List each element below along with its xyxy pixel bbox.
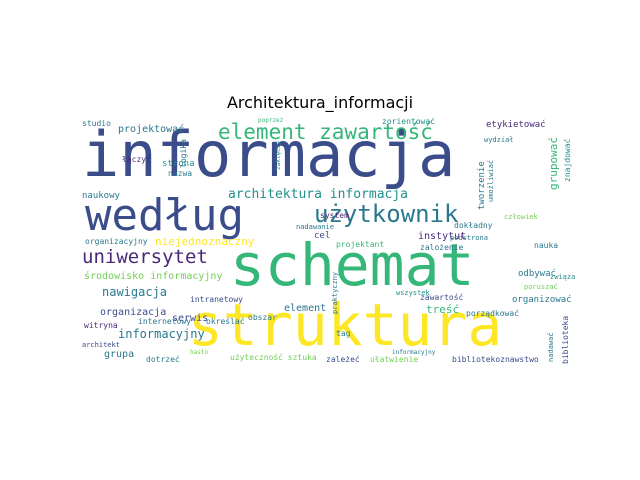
cloud-word: nadawać <box>547 332 555 362</box>
cloud-word: uniwersytet <box>82 246 208 268</box>
cloud-word: nawigacja <box>102 285 168 299</box>
cloud-word: informacyjny <box>392 349 436 356</box>
cloud-word: tag <box>336 329 351 338</box>
cloud-word: użyteczność sztuka <box>230 353 317 362</box>
cloud-word: podstrona <box>450 234 488 242</box>
cloud-word: dokładny <box>454 221 493 230</box>
cloud-word: zależeć <box>326 355 360 364</box>
cloud-word: tworzenie <box>477 161 487 210</box>
cloud-word: człowiek <box>504 213 538 221</box>
cloud-word: internetowy <box>138 317 191 326</box>
cloud-word: witryna <box>84 321 118 330</box>
cloud-word: zorientować <box>382 118 435 126</box>
cloud-word: określać <box>206 317 245 326</box>
cloud-word: strona <box>162 159 195 169</box>
cloud-word: schemat <box>230 231 475 299</box>
cloud-word: poprzez <box>258 118 284 124</box>
cloud-word: umożliwiać <box>487 159 495 202</box>
cloud-word: nazwa <box>168 169 193 178</box>
cloud-word: poruszać <box>524 283 558 291</box>
cloud-word: dotrzeć <box>146 355 180 364</box>
cloud-word: serwis <box>172 313 209 324</box>
cloud-word: organizacyjny <box>85 237 148 246</box>
cloud-word: związany <box>550 273 575 281</box>
cloud-word: instytut <box>418 231 467 242</box>
cloud-word: biblioteka <box>561 315 570 364</box>
cloud-word: system <box>320 211 349 220</box>
cloud-word: element zawartość <box>218 120 433 144</box>
cloud-word: treść <box>426 303 460 316</box>
cloud-word: ułatwienie <box>370 355 419 364</box>
cloud-word: logika <box>179 139 188 168</box>
cloud-word: element <box>284 303 327 314</box>
cloud-word: architektura informacja <box>228 187 409 202</box>
cloud-word: zaklęcie <box>275 141 282 170</box>
cloud-word: struktura <box>188 291 503 359</box>
chart-title: Architektura_informacji <box>226 93 414 112</box>
cloud-word: obszar <box>248 313 277 322</box>
cloud-word: łączyć <box>122 155 151 164</box>
cloud-word: organizować <box>512 295 572 305</box>
cloud-word: architekt <box>82 341 120 349</box>
cloud-word: według <box>85 190 244 241</box>
cloud-word: wydział <box>484 136 514 144</box>
cloud-word: nauka <box>534 241 559 250</box>
cloud-word: odbywać <box>518 269 556 279</box>
cloud-word: wszystek <box>396 289 430 297</box>
cloud-word: praktyczny <box>331 271 339 314</box>
cloud-word: grupować <box>547 137 560 190</box>
cloud-word: bibliotekoznawstwo <box>452 355 539 364</box>
cloud-word: zalożenie <box>420 243 464 252</box>
cloud-word: projektant <box>336 240 385 249</box>
word-cloud: informacja według schemat struktura użytkown… <box>80 118 575 368</box>
cloud-word: użytkownik <box>314 200 459 228</box>
cloud-word: niejednoznaczny <box>155 235 255 248</box>
cloud-word: intranetowy <box>190 295 243 304</box>
cloud-word: naukowy <box>82 191 120 201</box>
cloud-word: studio <box>82 119 111 128</box>
cloud-word: zawartość <box>420 293 464 302</box>
cloud-word: grupa <box>104 349 135 360</box>
cloud-word: cel <box>314 231 331 241</box>
cloud-word: nadawanie <box>296 223 334 231</box>
cloud-word: porządkować <box>466 309 519 318</box>
cloud-word: hasło <box>190 349 209 356</box>
cloud-word: informacja <box>82 118 456 191</box>
cloud-word: znajdować <box>563 138 572 182</box>
cloud-word: projektować <box>118 124 185 135</box>
cloud-word: informacyjny <box>118 327 205 341</box>
cloud-word: organizacja <box>100 307 167 318</box>
cloud-word: środowisko informacyjny <box>84 271 223 282</box>
cloud-word: etykietować <box>486 120 546 130</box>
